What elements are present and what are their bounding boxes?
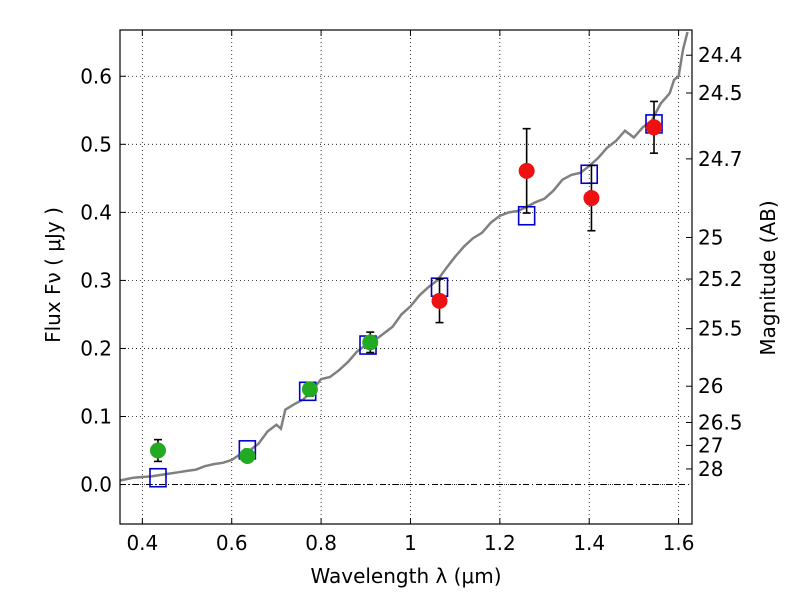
y-tick-label: 0.0: [80, 473, 112, 497]
y-axis-label: Flux Fν ( μJy ): [41, 207, 65, 343]
observed-point: [239, 447, 256, 464]
mag-tick-label: 24.4: [698, 43, 743, 67]
observed-point: [362, 334, 379, 351]
x-tick-label: 1.6: [663, 531, 695, 555]
x-tick-label: 0.4: [126, 531, 158, 555]
y-tick-label: 0.4: [80, 200, 112, 224]
mag-tick-label: 26: [698, 374, 723, 398]
y-tick-label: 0.6: [80, 64, 112, 88]
grid: [120, 30, 692, 524]
x-tick-label: 0.6: [216, 531, 248, 555]
observed-point: [431, 292, 448, 309]
observed-point: [583, 190, 600, 207]
x-tick-label: 1: [404, 531, 417, 555]
observed-point: [149, 442, 166, 459]
x-tick-label: 0.8: [305, 531, 337, 555]
mag-tick-label: 24.7: [698, 147, 743, 171]
mag-tick-label: 25: [698, 225, 723, 249]
mag-tick-label: 24.5: [698, 81, 743, 105]
y-tick-label: 0.2: [80, 336, 112, 360]
model-photometry-point: [149, 467, 167, 488]
mag-tick-label: 26.5: [698, 410, 743, 434]
mag-tick-label: 25.2: [698, 267, 743, 291]
x-tick-label: 1.2: [484, 531, 516, 555]
mag-tick-label: 28: [698, 457, 723, 481]
axes-ticks: 0.4 0.6 0.8 1 1.2 1.4 1.6 0.0 0.1 0.2 0.3 0.4 0.5 0.6…: [80, 30, 743, 555]
observed-point: [518, 162, 535, 179]
data-layer: [120, 31, 689, 488]
x-tick-label: 1.4: [573, 531, 605, 555]
y-tick-label: 0.5: [80, 132, 112, 156]
observed-point: [301, 381, 318, 398]
observed-point: [646, 119, 663, 136]
x-axis-label: Wavelength λ (μm): [310, 564, 501, 588]
y-tick-label: 0.3: [80, 268, 112, 292]
spectrum-line: [120, 31, 689, 482]
mag-tick-label: 27: [698, 433, 723, 457]
y-tick-label: 0.1: [80, 404, 112, 428]
mag-tick-label: 25.5: [698, 317, 743, 341]
right-axis-label: Magnitude (AB): [756, 200, 780, 355]
plot-frame: [119, 29, 693, 525]
